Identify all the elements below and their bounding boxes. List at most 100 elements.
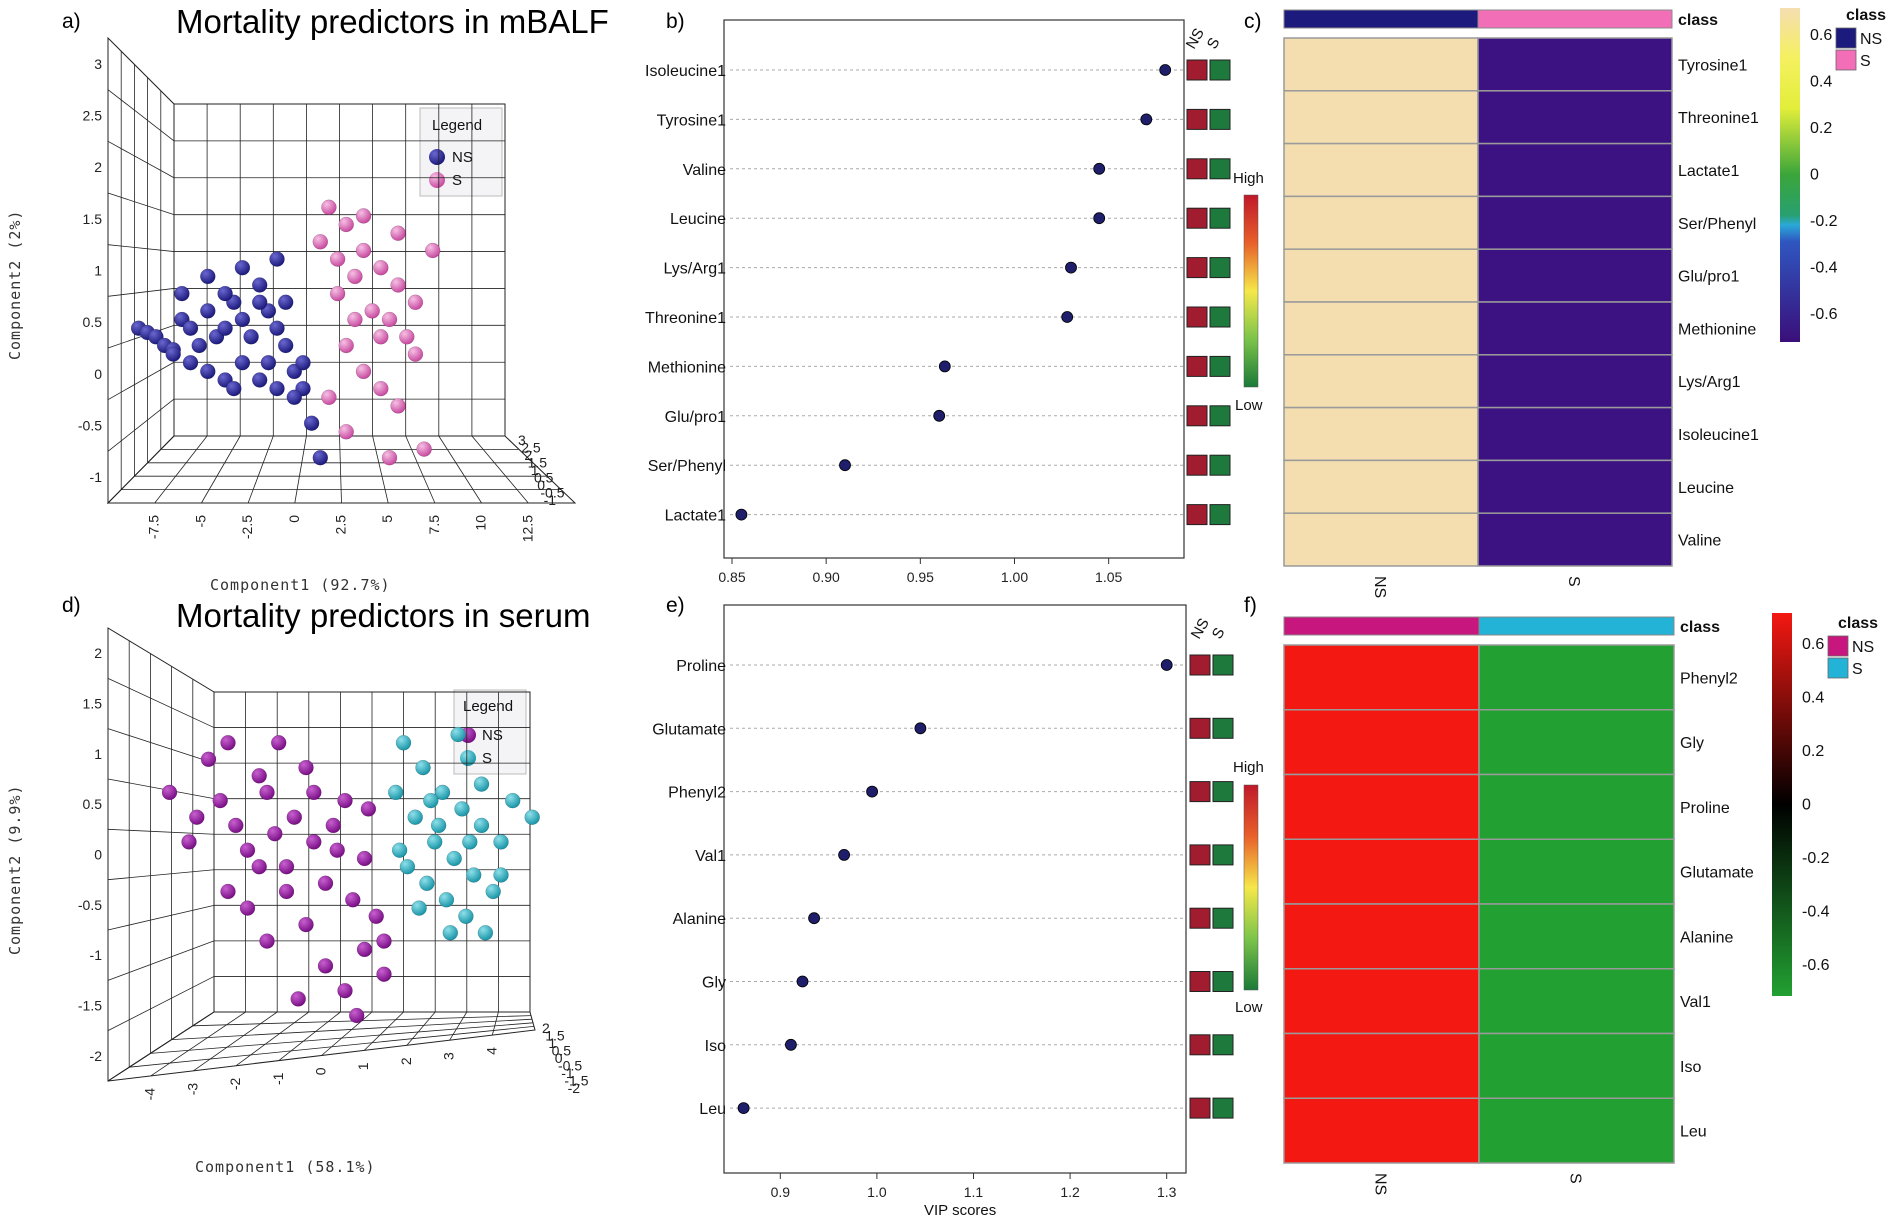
z-tick-label: 0 bbox=[555, 1050, 563, 1066]
ns-box bbox=[1186, 257, 1208, 279]
floor bbox=[107, 1011, 536, 1082]
heatmap-cell bbox=[1283, 354, 1479, 409]
floor-grid bbox=[294, 435, 307, 504]
heatmap-cell bbox=[1477, 90, 1673, 145]
point-ns bbox=[243, 329, 259, 345]
left-grid-h bbox=[107, 940, 215, 981]
x-tick-label: 1.3 bbox=[1157, 1184, 1177, 1200]
point-ns bbox=[298, 759, 314, 776]
point-s bbox=[458, 908, 474, 925]
x-tick-label: 1.1 bbox=[964, 1184, 984, 1200]
class-bar-ns bbox=[1283, 616, 1480, 636]
point-ns bbox=[278, 883, 295, 900]
floor-grid bbox=[278, 1011, 341, 1061]
vip-e-low: Low bbox=[1235, 999, 1263, 1016]
point-ns bbox=[200, 268, 216, 285]
heatmap-row-label: Glu/pro1 bbox=[1678, 269, 1739, 286]
x-tick-label: -5 bbox=[192, 515, 208, 528]
colorbar-tick: 0.4 bbox=[1802, 690, 1824, 707]
point-ns bbox=[277, 337, 294, 354]
point-s bbox=[390, 398, 406, 414]
heatmap-cell bbox=[1478, 644, 1675, 711]
s-box bbox=[1212, 781, 1234, 803]
heatmap-col-label: S bbox=[1565, 576, 1582, 587]
vip-label: Leucine bbox=[670, 211, 726, 228]
ns-box bbox=[1186, 59, 1208, 81]
point-ns bbox=[251, 858, 267, 875]
point-s bbox=[430, 817, 447, 834]
legend-d-s-marker bbox=[460, 750, 476, 766]
s-box bbox=[1209, 306, 1231, 328]
legend-swatch bbox=[1835, 49, 1857, 71]
point-ns bbox=[239, 842, 256, 858]
heatmap-row-label: Threonine1 bbox=[1678, 110, 1759, 127]
y-tick-label: -1 bbox=[90, 469, 103, 485]
point-ns bbox=[270, 735, 287, 751]
point-s bbox=[373, 329, 389, 345]
floor-grid bbox=[438, 435, 482, 504]
point-s bbox=[391, 842, 408, 858]
point-ns bbox=[376, 966, 392, 982]
left-grid-h bbox=[107, 192, 175, 216]
heatmap-cell bbox=[1478, 709, 1675, 776]
heatmap-row-label: Alanine bbox=[1680, 929, 1733, 946]
heatmap-cell bbox=[1283, 1097, 1480, 1164]
floor-grid bbox=[150, 1022, 534, 1054]
heatmap-cell bbox=[1478, 838, 1675, 905]
vip-label: Phenyl2 bbox=[668, 785, 726, 802]
ylabel-d: Component2 (9.9%) bbox=[6, 784, 24, 955]
y-tick-label: 1 bbox=[94, 263, 102, 279]
colorbar-tick: -0.4 bbox=[1810, 260, 1838, 277]
point-s bbox=[504, 792, 521, 809]
left-grid-h bbox=[107, 244, 175, 252]
point-s bbox=[381, 449, 398, 466]
point-s bbox=[390, 277, 406, 293]
x-tick-label: 5 bbox=[379, 515, 395, 523]
heatmap-cell bbox=[1283, 301, 1479, 356]
y-tick-label: 0.5 bbox=[83, 314, 103, 330]
point-s bbox=[423, 792, 439, 809]
heatmap-row-label: Lys/Arg1 bbox=[1678, 374, 1741, 391]
heatmap-cell bbox=[1477, 512, 1673, 567]
class-bar-ns bbox=[1283, 9, 1479, 29]
heatmap-row-label: Proline bbox=[1680, 800, 1730, 817]
z-tick-label: 0 bbox=[537, 477, 545, 493]
point-s bbox=[493, 867, 509, 883]
point-s bbox=[442, 925, 459, 941]
point-ns bbox=[181, 834, 197, 850]
colorbar-tick: -0.2 bbox=[1810, 213, 1838, 230]
title-mbalf: Mortality predictors in mBALF bbox=[176, 3, 609, 40]
x-tick-label: -1 bbox=[270, 1072, 286, 1085]
vip-label: Leu bbox=[699, 1101, 726, 1118]
s-box bbox=[1212, 1097, 1234, 1119]
s-box bbox=[1209, 405, 1231, 427]
vip-point bbox=[1061, 311, 1074, 323]
s-box bbox=[1212, 971, 1234, 992]
heatmap-cell bbox=[1283, 248, 1479, 303]
heatmap-cell bbox=[1478, 773, 1675, 840]
heatmap-cell bbox=[1477, 459, 1673, 514]
colorbar bbox=[1780, 8, 1800, 342]
x-tick-label: 12.5 bbox=[519, 515, 535, 542]
legend-entry: S bbox=[1860, 53, 1871, 70]
left-grid-h bbox=[107, 904, 215, 931]
x-tick-label: -3 bbox=[184, 1083, 200, 1096]
point-ns bbox=[278, 858, 295, 875]
point-s bbox=[347, 268, 363, 285]
ns-box bbox=[1186, 405, 1208, 427]
x-tick-label: -2.5 bbox=[239, 515, 255, 539]
colorbar-tick: -0.4 bbox=[1802, 904, 1830, 921]
vip-label: Alanine bbox=[673, 911, 726, 928]
point-ns bbox=[234, 311, 251, 328]
point-s bbox=[387, 784, 404, 801]
y-tick-label: 2 bbox=[94, 159, 102, 175]
legend-entry: NS bbox=[1860, 31, 1882, 48]
colorbar-tick: -0.6 bbox=[1802, 957, 1830, 974]
point-ns bbox=[200, 303, 216, 319]
left-grid-h bbox=[107, 677, 215, 728]
x-tick-label: -2 bbox=[227, 1077, 243, 1090]
heatmap-col-label: NS bbox=[1372, 1173, 1389, 1195]
point-ns bbox=[337, 982, 353, 999]
point-ns bbox=[220, 735, 236, 751]
panel-label-a: a) bbox=[62, 10, 81, 33]
